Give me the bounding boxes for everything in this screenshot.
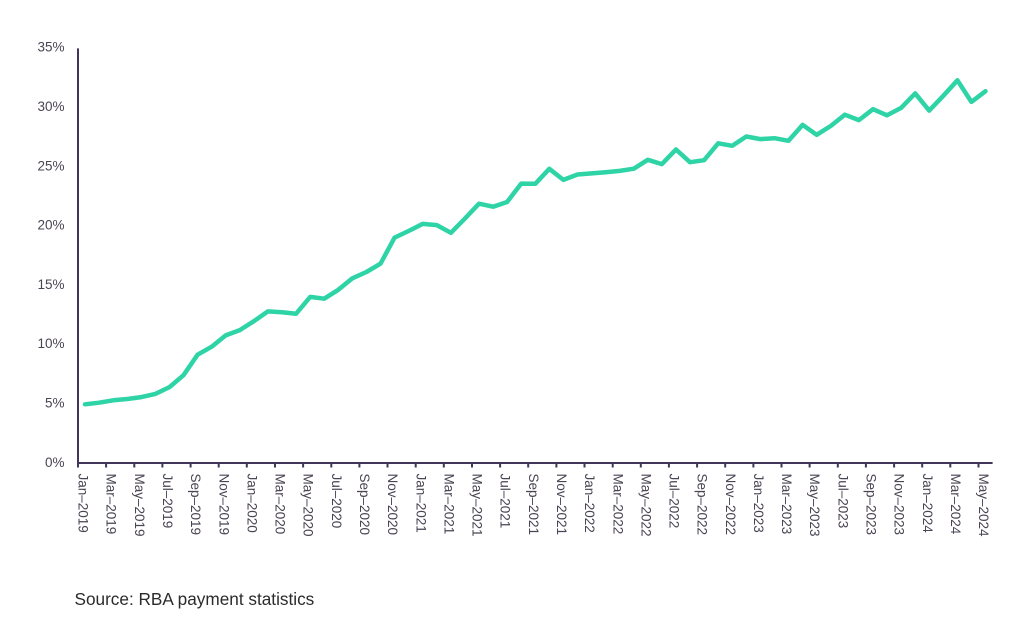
svg-text:35%: 35% (37, 40, 64, 55)
svg-text:5%: 5% (45, 396, 65, 411)
svg-text:May–2021: May–2021 (470, 474, 485, 537)
svg-text:25%: 25% (37, 158, 64, 173)
svg-text:Sep–2021: Sep–2021 (526, 474, 541, 536)
svg-text:Nov–2019: Nov–2019 (216, 474, 231, 536)
svg-text:Jan–2023: Jan–2023 (751, 474, 766, 533)
svg-text:Mar–2020: Mar–2020 (273, 474, 288, 535)
svg-text:May–2024: May–2024 (976, 474, 991, 538)
svg-text:Nov–2021: Nov–2021 (554, 474, 569, 536)
svg-text:May–2020: May–2020 (301, 474, 316, 537)
svg-text:20%: 20% (37, 218, 64, 233)
svg-text:Jul–2019: Jul–2019 (160, 474, 175, 529)
svg-text:Jan–2021: Jan–2021 (413, 474, 428, 533)
svg-text:Jul–2023: Jul–2023 (835, 474, 850, 529)
svg-text:Sep–2023: Sep–2023 (864, 474, 879, 536)
svg-text:Nov–2022: Nov–2022 (723, 474, 738, 536)
svg-text:Jan–2019: Jan–2019 (76, 474, 91, 533)
svg-text:15%: 15% (37, 277, 64, 292)
svg-text:Jan–2022: Jan–2022 (582, 474, 597, 533)
svg-text:Sep–2022: Sep–2022 (695, 474, 710, 536)
svg-text:Sep–2019: Sep–2019 (188, 474, 203, 536)
svg-text:Mar–2022: Mar–2022 (610, 474, 625, 535)
svg-text:30%: 30% (37, 99, 64, 114)
svg-text:Jul–2021: Jul–2021 (498, 474, 513, 529)
svg-text:Mar–2024: Mar–2024 (948, 474, 963, 535)
svg-text:Jul–2022: Jul–2022 (667, 474, 682, 529)
svg-text:May–2022: May–2022 (638, 474, 653, 537)
svg-text:Mar–2019: Mar–2019 (104, 474, 119, 535)
svg-text:Jan–2020: Jan–2020 (244, 474, 259, 533)
svg-text:Jan–2024: Jan–2024 (920, 474, 935, 534)
svg-text:Jul–2020: Jul–2020 (329, 474, 344, 529)
svg-text:0%: 0% (45, 455, 65, 470)
svg-text:Nov–2020: Nov–2020 (385, 474, 400, 536)
svg-text:Mar–2023: Mar–2023 (779, 474, 794, 535)
svg-text:Nov–2023: Nov–2023 (892, 474, 907, 536)
svg-text:May–2019: May–2019 (132, 474, 147, 537)
svg-text:Source: RBA payment statistics: Source: RBA payment statistics (75, 589, 315, 609)
svg-text:May–2023: May–2023 (807, 474, 822, 537)
svg-text:Sep–2020: Sep–2020 (357, 474, 372, 536)
svg-text:10%: 10% (37, 336, 64, 351)
svg-text:Mar–2021: Mar–2021 (441, 474, 456, 535)
